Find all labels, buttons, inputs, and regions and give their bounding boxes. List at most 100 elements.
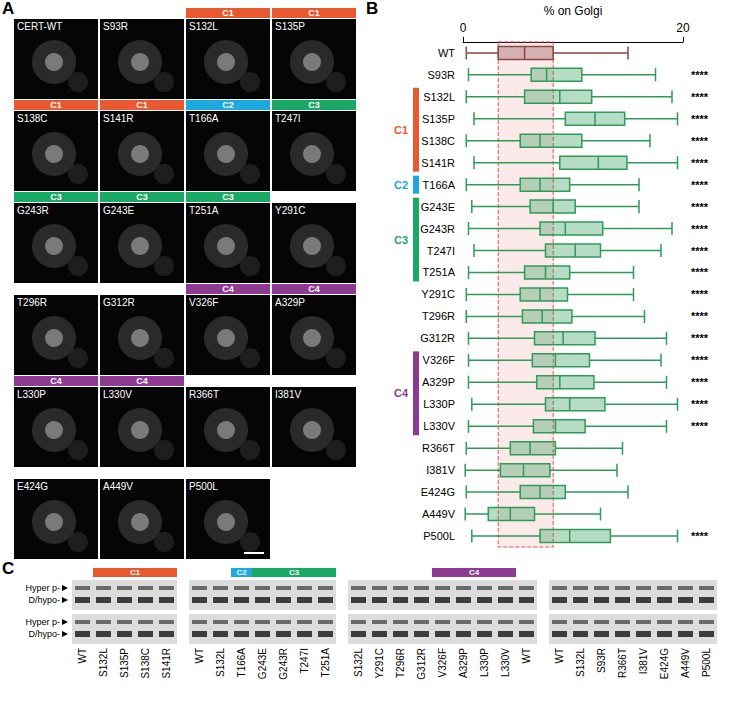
svg-text:D/hypo-: D/hypo- — [28, 595, 60, 605]
svg-text:B: B — [366, 0, 378, 18]
svg-text:C1: C1 — [136, 100, 148, 110]
svg-text:R366T: R366T — [189, 389, 219, 400]
svg-text:G243E: G243E — [421, 201, 455, 213]
svg-text:G312R: G312R — [103, 297, 135, 308]
svg-text:I381V: I381V — [426, 464, 455, 476]
svg-text:****: **** — [691, 135, 709, 147]
svg-text:L330V: L330V — [103, 389, 132, 400]
svg-text:****: **** — [691, 420, 709, 432]
svg-text:T247I: T247I — [427, 245, 455, 257]
svg-text:****: **** — [691, 332, 709, 344]
svg-text:C3: C3 — [394, 234, 408, 246]
svg-text:T296R: T296R — [17, 297, 47, 308]
svg-text:20: 20 — [676, 21, 690, 35]
svg-text:WT: WT — [77, 648, 88, 664]
svg-text:L330P: L330P — [17, 389, 46, 400]
svg-text:S138C: S138C — [140, 648, 151, 679]
svg-text:WT: WT — [438, 47, 455, 59]
svg-text:****: **** — [691, 398, 709, 410]
svg-text:****: **** — [691, 288, 709, 300]
svg-text:****: **** — [691, 201, 709, 213]
svg-text:****: **** — [691, 530, 709, 542]
svg-text:C4: C4 — [394, 387, 409, 399]
svg-text:Y291C: Y291C — [275, 205, 306, 216]
svg-text:A329P: A329P — [275, 297, 305, 308]
svg-text:P500L: P500L — [701, 648, 712, 677]
svg-text:T247I: T247I — [299, 648, 310, 674]
svg-text:A449V: A449V — [680, 648, 691, 678]
svg-text:Hyper p-: Hyper p- — [25, 583, 60, 593]
svg-text:S132L: S132L — [189, 21, 218, 32]
svg-text:E424G: E424G — [421, 486, 455, 498]
svg-text:WT: WT — [554, 648, 565, 664]
svg-text:E424G: E424G — [17, 481, 48, 492]
svg-text:T296R: T296R — [395, 648, 406, 678]
svg-text:A449V: A449V — [422, 508, 456, 520]
svg-text:S132L: S132L — [353, 648, 364, 677]
svg-text:V326F: V326F — [423, 354, 456, 366]
svg-text:A: A — [2, 0, 14, 18]
svg-text:P500L: P500L — [423, 530, 455, 542]
svg-text:T296R: T296R — [422, 310, 455, 322]
svg-text:L330V: L330V — [500, 648, 511, 677]
svg-text:V326F: V326F — [189, 297, 218, 308]
svg-text:****: **** — [691, 113, 709, 125]
svg-text:C2: C2 — [236, 568, 247, 577]
svg-text:C1: C1 — [50, 100, 62, 110]
svg-text:****: **** — [691, 354, 709, 366]
svg-text:WT: WT — [521, 648, 532, 664]
svg-text:****: **** — [691, 91, 709, 103]
svg-text:A449V: A449V — [103, 481, 133, 492]
svg-text:L330P: L330P — [423, 398, 455, 410]
svg-text:S141R: S141R — [103, 113, 134, 124]
svg-text:CERT-WT: CERT-WT — [17, 21, 62, 32]
svg-text:S141R: S141R — [421, 157, 455, 169]
svg-text:****: **** — [691, 223, 709, 235]
svg-text:S132L: S132L — [215, 648, 226, 677]
svg-text:****: **** — [691, 310, 709, 322]
svg-text:C4: C4 — [469, 568, 480, 577]
svg-text:C4: C4 — [222, 284, 234, 294]
svg-text:E424G: E424G — [659, 648, 670, 679]
svg-text:C1: C1 — [308, 8, 320, 18]
svg-text:G243E: G243E — [103, 205, 134, 216]
svg-text:C1: C1 — [130, 568, 141, 577]
svg-text:C3: C3 — [308, 100, 320, 110]
svg-text:S93R: S93R — [103, 21, 128, 32]
svg-text:T166A: T166A — [236, 648, 247, 678]
svg-text:S138C: S138C — [421, 135, 455, 147]
svg-text:C: C — [2, 559, 14, 578]
svg-text:L330V: L330V — [423, 420, 455, 432]
svg-text:C1: C1 — [394, 124, 408, 136]
svg-text:S135P: S135P — [422, 113, 455, 125]
svg-text:Y291C: Y291C — [421, 288, 455, 300]
svg-text:****: **** — [691, 69, 709, 81]
svg-text:C4: C4 — [50, 376, 62, 386]
svg-text:T251A: T251A — [189, 205, 219, 216]
svg-text:C3: C3 — [289, 568, 300, 577]
svg-text:R366T: R366T — [422, 442, 455, 454]
svg-text:G243R: G243R — [420, 223, 455, 235]
svg-text:T247I: T247I — [275, 113, 301, 124]
svg-text:G243R: G243R — [278, 648, 289, 680]
svg-text:V326F: V326F — [437, 648, 448, 677]
svg-text:A329P: A329P — [422, 376, 455, 388]
svg-text:L330P: L330P — [479, 648, 490, 677]
svg-text:T166A: T166A — [189, 113, 219, 124]
svg-text:C4: C4 — [136, 376, 148, 386]
svg-text:G243R: G243R — [17, 205, 49, 216]
svg-text:****: **** — [691, 376, 709, 388]
svg-text:****: **** — [691, 266, 709, 278]
svg-text:C4: C4 — [308, 284, 320, 294]
svg-text:S132L: S132L — [575, 648, 586, 677]
svg-text:C3: C3 — [222, 192, 234, 202]
svg-text:S135P: S135P — [119, 648, 130, 678]
svg-text:S93R: S93R — [596, 648, 607, 673]
svg-text:T251A: T251A — [423, 266, 456, 278]
svg-text:****: **** — [691, 245, 709, 257]
svg-text:****: **** — [691, 157, 709, 169]
svg-text:C2: C2 — [394, 179, 408, 191]
svg-text:0: 0 — [460, 21, 467, 35]
svg-text:I381V: I381V — [638, 648, 649, 674]
svg-text:T166A: T166A — [423, 179, 456, 191]
